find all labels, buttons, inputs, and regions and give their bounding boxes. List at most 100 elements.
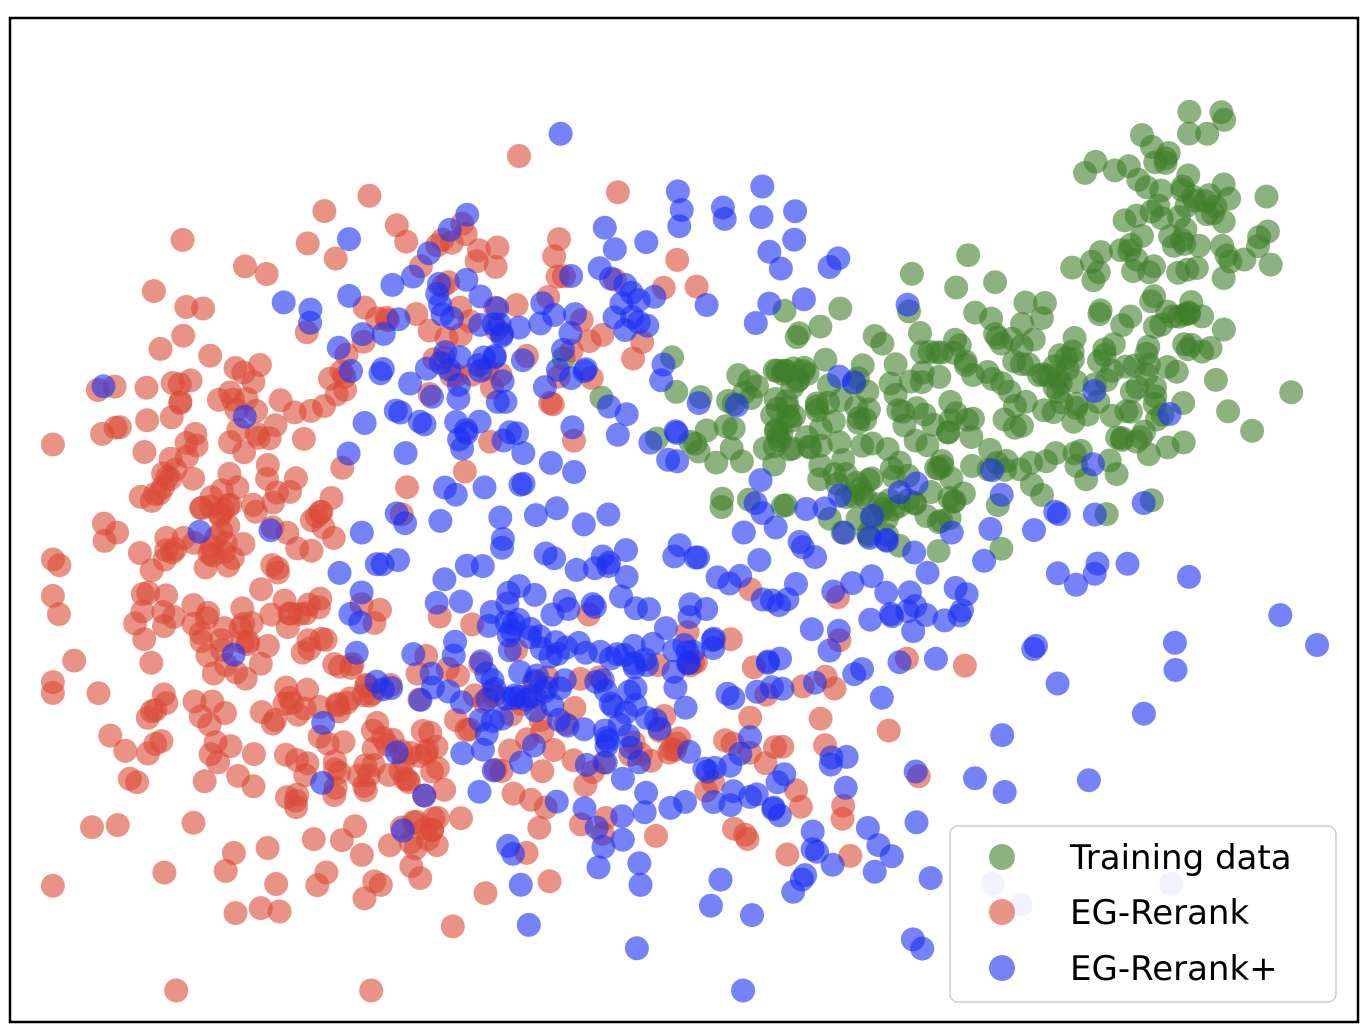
data-point-eg-rerank-plus [482, 677, 507, 701]
data-point-eg-rerank [952, 653, 977, 678]
data-point-eg-rerank-plus [524, 663, 549, 688]
data-point-eg-rerank-plus [673, 789, 697, 814]
data-point-eg-rerank-plus [665, 179, 690, 204]
data-point-eg-rerank-plus [805, 839, 829, 864]
data-point-eg-rerank-plus [1163, 658, 1188, 682]
data-point-eg-rerank-plus [508, 872, 533, 897]
data-point-eg-rerank-plus [915, 560, 940, 585]
data-point-eg-rerank [452, 459, 477, 484]
data-point-training-data [943, 327, 968, 352]
data-point-eg-rerank-plus [582, 594, 607, 619]
data-point-eg-rerank-plus [441, 643, 466, 668]
data-point-eg-rerank-plus [523, 503, 548, 528]
data-point-training-data [777, 437, 802, 462]
data-point-eg-rerank [291, 426, 316, 451]
data-point-eg-rerank-plus [783, 199, 808, 224]
data-point-eg-rerank [485, 235, 510, 260]
data-point-training-data [930, 454, 955, 479]
data-point-training-data [1008, 457, 1033, 482]
data-point-eg-rerank [40, 873, 65, 898]
data-point-eg-rerank [343, 814, 367, 839]
data-point-eg-rerank-plus [887, 650, 912, 675]
data-point-eg-rerank-plus [990, 723, 1015, 748]
data-point-eg-rerank [665, 247, 690, 272]
data-point-eg-rerank-plus [827, 483, 852, 508]
data-point-eg-rerank-plus [485, 389, 510, 414]
data-point-eg-rerank-plus [638, 430, 663, 455]
data-point-eg-rerank-plus [540, 602, 565, 627]
data-point-eg-rerank-plus [832, 520, 857, 545]
data-point-training-data [1143, 384, 1168, 409]
data-point-training-data [1042, 375, 1067, 399]
data-point-eg-rerank-plus [544, 789, 569, 814]
data-point-eg-rerank-plus [897, 580, 922, 605]
data-point-eg-rerank-plus [398, 371, 423, 396]
data-point-eg-rerank-plus [610, 827, 635, 852]
data-point-eg-rerank-plus [571, 512, 596, 537]
data-point-eg-rerank-plus [743, 491, 768, 516]
data-point-training-data [856, 397, 881, 422]
data-point-eg-rerank [46, 602, 71, 627]
data-point-training-data [719, 436, 744, 461]
data-point-eg-rerank-plus [432, 567, 457, 592]
data-point-eg-rerank-plus [496, 833, 521, 858]
data-point-eg-rerank-plus [447, 427, 472, 452]
data-point-eg-rerank-plus [914, 603, 938, 627]
data-point-eg-rerank-plus [510, 348, 535, 373]
data-point-eg-rerank [232, 440, 257, 465]
data-point-eg-rerank-plus [414, 356, 439, 381]
data-point-training-data [794, 425, 819, 450]
data-point-eg-rerank [213, 858, 238, 883]
data-point-eg-rerank-plus [440, 306, 464, 331]
data-point-training-data [1212, 107, 1237, 132]
data-point-eg-rerank-plus [1064, 572, 1088, 597]
data-point-training-data [844, 470, 869, 495]
data-point-eg-rerank [305, 873, 330, 898]
data-point-eg-rerank-plus [546, 707, 571, 732]
data-point-eg-rerank-plus [610, 804, 635, 829]
data-point-eg-rerank [206, 387, 231, 412]
data-point-eg-rerank-plus [904, 810, 929, 835]
data-point-eg-rerank-plus [593, 678, 618, 703]
data-point-eg-rerank [537, 869, 562, 894]
data-point-eg-rerank [141, 279, 166, 304]
data-point-eg-rerank [333, 377, 357, 402]
data-point-eg-rerank [103, 415, 128, 440]
data-point-training-data [1203, 367, 1228, 392]
data-point-training-data [1034, 449, 1059, 474]
data-point-eg-rerank [117, 766, 142, 791]
data-point-eg-rerank-plus [454, 553, 479, 578]
data-point-eg-rerank-plus [782, 227, 807, 252]
data-point-eg-rerank [233, 666, 258, 691]
data-point-eg-rerank [174, 295, 199, 319]
data-point-eg-rerank-plus [895, 292, 920, 317]
data-point-eg-rerank-plus [768, 256, 793, 281]
data-point-training-data [1142, 284, 1167, 309]
data-point-eg-rerank-plus [311, 710, 336, 735]
data-point-eg-rerank-plus [738, 725, 762, 750]
data-point-eg-rerank [154, 583, 179, 608]
data-point-training-data [1118, 399, 1143, 424]
data-point-eg-rerank [426, 756, 450, 781]
data-point-eg-rerank [621, 346, 646, 371]
data-point-training-data [1174, 194, 1199, 218]
data-point-eg-rerank [241, 492, 265, 517]
data-point-eg-rerank-plus [424, 590, 449, 615]
data-point-eg-rerank [417, 318, 442, 343]
legend-entry-eg-rerank: EG-Rerank [989, 893, 1249, 933]
data-point-eg-rerank [312, 394, 336, 419]
data-point-eg-rerank-plus [562, 460, 587, 484]
data-point-eg-rerank [152, 547, 177, 572]
data-point-training-data [899, 261, 924, 286]
data-point-eg-rerank [230, 596, 255, 621]
data-point-eg-rerank [127, 541, 152, 565]
data-point-eg-rerank-plus [799, 617, 824, 642]
data-point-eg-rerank-plus [731, 978, 756, 1003]
data-point-eg-rerank-plus [490, 321, 515, 346]
data-point-eg-rerank-plus [454, 267, 479, 292]
data-point-eg-rerank-plus [467, 779, 492, 804]
data-point-training-data [1170, 174, 1195, 199]
data-point-eg-rerank [483, 254, 508, 279]
data-point-eg-rerank-plus [740, 903, 764, 928]
data-point-eg-rerank-plus [326, 335, 351, 360]
